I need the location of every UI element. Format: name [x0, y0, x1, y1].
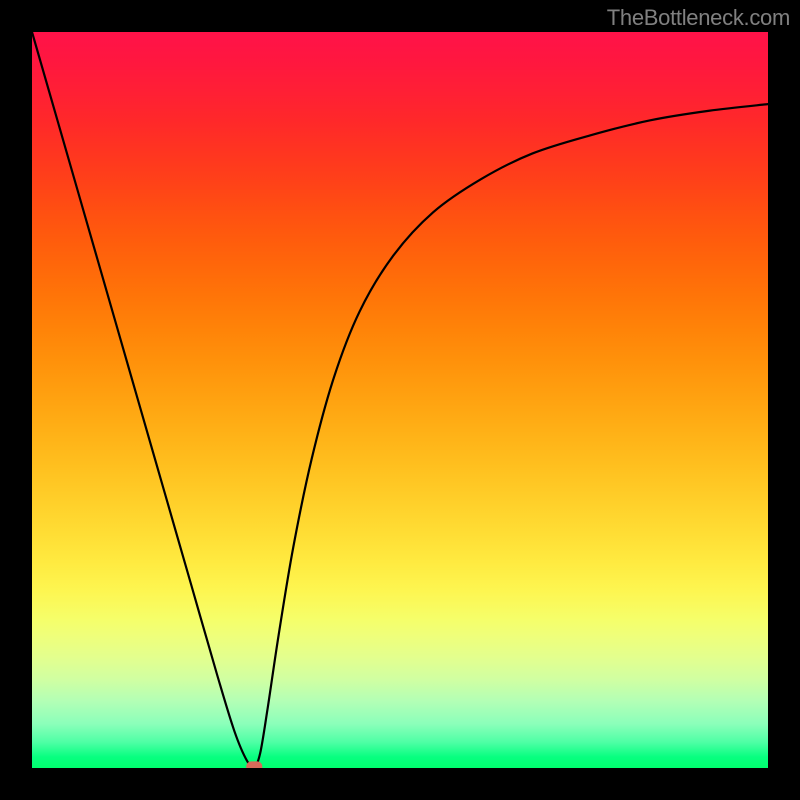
gradient-background: [32, 32, 768, 768]
plot-area: [32, 32, 768, 768]
minimum-marker: [246, 761, 262, 768]
watermark-text: TheBottleneck.com: [607, 5, 790, 31]
chart-frame: TheBottleneck.com: [0, 0, 800, 800]
plot-svg: [32, 32, 768, 768]
